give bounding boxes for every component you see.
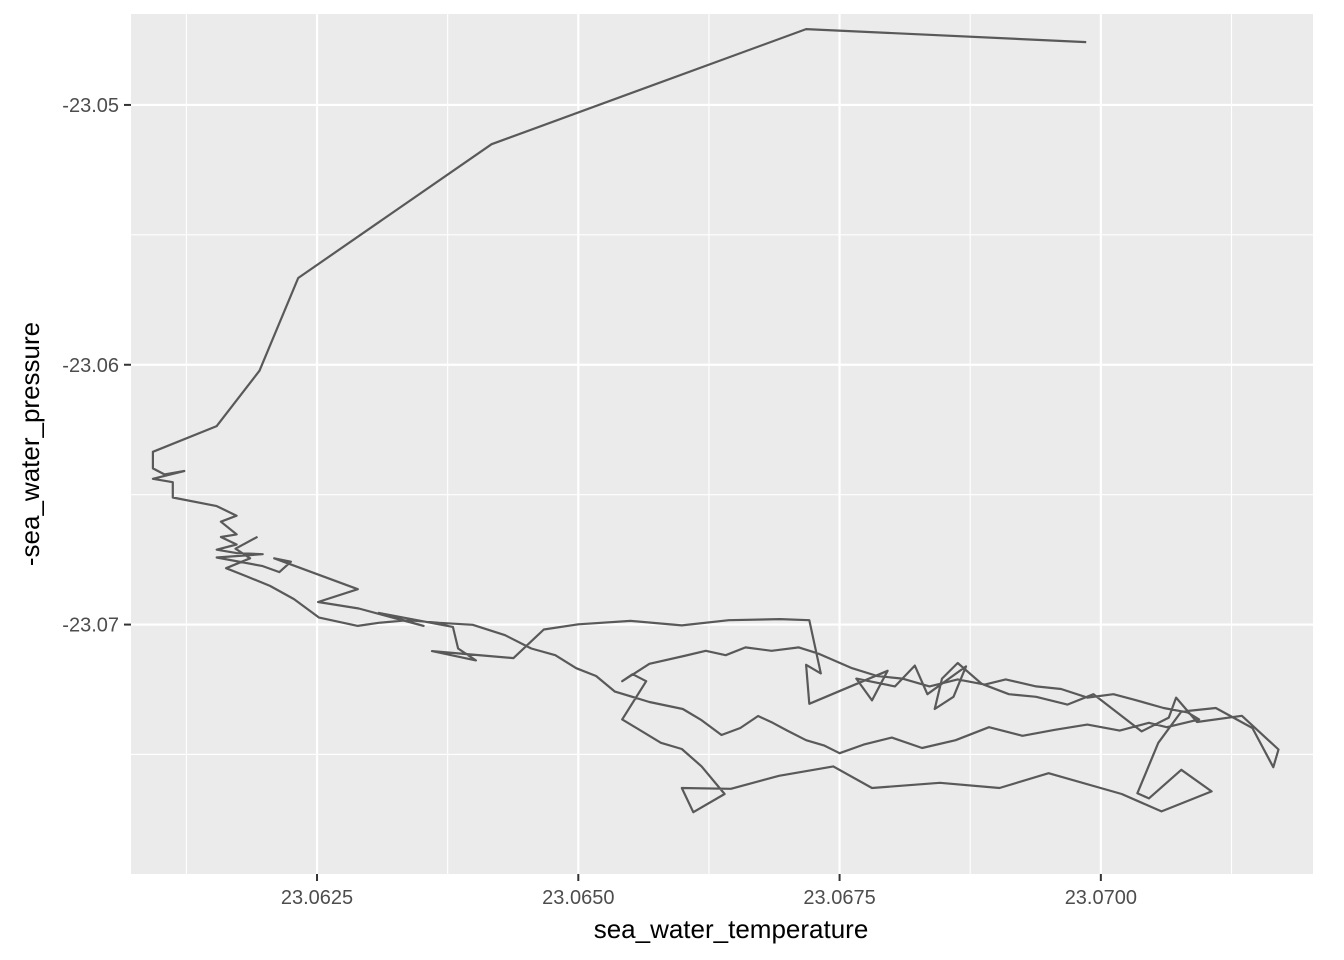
axes: 23.0625 23.0650 23.0675 23.0700 -23.05 -23.06… <box>62 95 1137 909</box>
series-line <box>151 28 1280 814</box>
series-layer <box>151 28 1280 814</box>
y-axis-title: -sea_water_pressure <box>15 322 45 566</box>
y-tick-label: -23.05 <box>62 95 119 117</box>
x-tick-label: 23.0650 <box>542 887 614 909</box>
x-axis-title: sea_water_temperature <box>594 914 869 944</box>
y-tick-label: -23.06 <box>62 355 119 377</box>
y-tick-label: -23.07 <box>62 615 119 637</box>
plot-panel <box>131 14 1313 874</box>
x-tick-label: 23.0625 <box>281 887 353 909</box>
grid-lines <box>131 14 1313 874</box>
x-tick-label: 23.0700 <box>1065 887 1137 909</box>
x-tick-label: 23.0675 <box>803 887 875 909</box>
